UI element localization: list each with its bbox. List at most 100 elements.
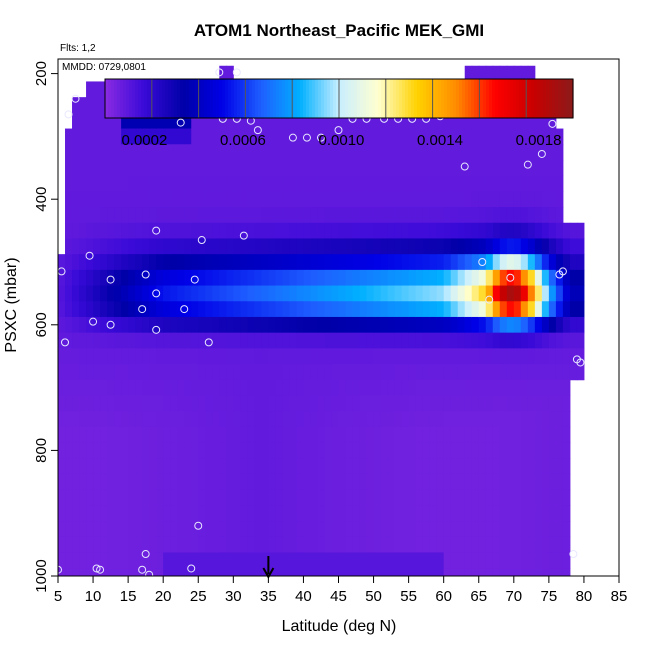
heatmap-cell: [471, 395, 480, 412]
heatmap-cell: [520, 364, 529, 381]
heatmap-cell: [65, 348, 73, 365]
colorbar-segment: [111, 79, 115, 118]
heatmap-cell: [254, 521, 262, 538]
heatmap-cell: [212, 269, 220, 287]
heatmap-cell: [275, 269, 283, 287]
heatmap-cell: [93, 348, 101, 365]
colorbar-segment: [231, 79, 235, 118]
heatmap-cell: [562, 442, 571, 459]
heatmap-cell: [548, 191, 557, 208]
heatmap-cell: [352, 285, 361, 302]
heatmap-cell: [513, 473, 522, 491]
heatmap-cell: [275, 379, 283, 396]
heatmap-cell: [520, 285, 529, 302]
heatmap-cell: [303, 285, 311, 302]
heatmap-cell: [205, 395, 213, 412]
heatmap-cell: [261, 128, 269, 145]
heatmap-cell: [548, 442, 557, 459]
heatmap-cell: [499, 426, 508, 444]
heatmap-cell: [163, 332, 171, 349]
heatmap-cell: [485, 332, 494, 349]
heatmap-cell: [345, 364, 354, 381]
heatmap-cell: [520, 301, 529, 318]
heatmap-cell: [555, 458, 564, 475]
heatmap-cell: [58, 568, 66, 576]
colorbar-segment: [519, 79, 523, 118]
heatmap-cell: [254, 159, 262, 177]
heatmap-cell: [58, 442, 66, 459]
colorbar-tick-label: 0.0010: [319, 132, 365, 149]
heatmap-cell: [296, 505, 304, 522]
sample-point: [89, 317, 98, 326]
colorbar-segment: [495, 79, 499, 118]
heatmap-cell: [443, 395, 452, 412]
heatmap-cell: [359, 364, 368, 381]
heatmap-cell: [366, 112, 375, 130]
colorbar-segment: [315, 79, 319, 118]
heatmap-cell: [156, 379, 164, 396]
heatmap-cell: [534, 411, 543, 428]
heatmap-cell: [86, 521, 94, 538]
heatmap-cell: [310, 473, 318, 491]
heatmap-cell: [359, 254, 368, 271]
colorbar-segment: [522, 79, 526, 118]
heatmap-cell: [205, 364, 213, 381]
colorbar-segment: [351, 79, 355, 118]
heatmap-cell: [380, 112, 389, 130]
heatmap-cell: [380, 473, 389, 491]
heatmap-cell: [58, 254, 66, 271]
heatmap-cell: [282, 207, 290, 224]
heatmap-cell: [492, 301, 501, 318]
heatmap-cell: [86, 489, 94, 506]
heatmap-cell: [212, 395, 220, 412]
heatmap-cell: [296, 175, 304, 192]
heatmap-cell: [527, 222, 536, 239]
colorbar-segment: [402, 79, 406, 118]
sample-point: [558, 267, 567, 276]
heatmap-cell: [527, 238, 536, 255]
heatmap-cell: [471, 348, 480, 365]
heatmap-cell: [415, 458, 424, 475]
heatmap-cell: [163, 348, 171, 365]
heatmap-cell: [548, 411, 557, 428]
heatmap-cell: [555, 285, 564, 302]
heatmap-cell: [303, 473, 311, 491]
heatmap-cell: [107, 207, 115, 224]
heatmap-cell: [310, 442, 318, 459]
heatmap-cell: [338, 505, 347, 522]
heatmap-cell: [541, 568, 550, 576]
heatmap-cell: [226, 395, 234, 412]
heatmap-cell: [485, 316, 494, 334]
heatmap-cell: [331, 458, 339, 475]
heatmap-cell: [128, 285, 136, 302]
heatmap-cell: [198, 316, 206, 334]
colorbar-segment: [543, 79, 547, 118]
heatmap-cell: [345, 316, 354, 334]
heatmap-cell: [205, 348, 213, 365]
heatmap-cell: [107, 301, 115, 318]
heatmap-cell: [275, 364, 283, 381]
colorbar-segment: [330, 79, 334, 118]
heatmap-cell: [268, 254, 276, 271]
heatmap-cell: [268, 348, 276, 365]
heatmap-cell: [233, 207, 241, 224]
heatmap-cell: [170, 379, 178, 396]
heatmap-cell: [114, 332, 122, 349]
heatmap-cell: [436, 112, 445, 130]
heatmap-cell: [142, 458, 150, 475]
heatmap-cell: [121, 395, 129, 412]
heatmap-cell: [338, 458, 347, 475]
heatmap-cell: [254, 348, 262, 365]
heatmap-cell: [212, 568, 220, 576]
heatmap-cell: [156, 112, 164, 130]
heatmap-cell: [170, 301, 178, 318]
heatmap-cell: [541, 426, 550, 444]
heatmap-cell: [72, 191, 80, 208]
heatmap-cell: [240, 395, 248, 412]
heatmap-cell: [128, 269, 136, 287]
heatmap-cell: [121, 426, 129, 444]
heatmap-cell: [310, 112, 318, 130]
heatmap-cell: [254, 379, 262, 396]
heatmap-cell: [65, 175, 73, 192]
heatmap-cell: [65, 442, 73, 459]
